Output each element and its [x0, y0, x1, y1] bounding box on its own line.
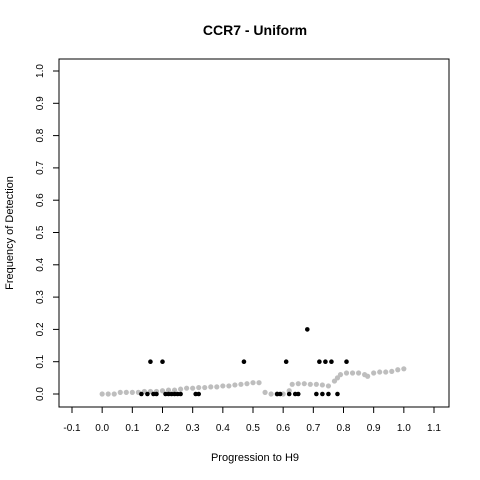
- data-point: [171, 387, 178, 393]
- data-point: [286, 388, 292, 394]
- data-point: [139, 391, 144, 397]
- data-point: [313, 381, 319, 387]
- x-tick-label: 1.1: [427, 423, 441, 434]
- data-point: [196, 391, 201, 397]
- data-point: [154, 391, 159, 397]
- data-point: [320, 391, 325, 397]
- data-point: [123, 389, 129, 395]
- y-tick-label: 0.3: [35, 290, 46, 304]
- x-tick-label: 0.5: [246, 423, 260, 434]
- data-point: [214, 384, 220, 390]
- x-tick-label: 0.7: [306, 423, 320, 434]
- y-tick-label: 0.4: [35, 257, 46, 271]
- data-point: [355, 370, 362, 376]
- data-point: [165, 387, 172, 393]
- data-point: [295, 381, 301, 387]
- x-tick-label: 0.6: [276, 423, 290, 434]
- data-point: [256, 380, 262, 386]
- data-point: [277, 391, 283, 397]
- y-tick-label: 0.7: [35, 161, 46, 175]
- data-point: [325, 383, 332, 389]
- data-point: [196, 384, 202, 391]
- data-point: [323, 359, 328, 365]
- data-point: [129, 389, 135, 395]
- data-point: [232, 382, 238, 388]
- data-point: [305, 327, 310, 332]
- data-point: [178, 391, 183, 397]
- data-point: [383, 369, 389, 375]
- data-point: [145, 391, 150, 397]
- x-tick-label: 0.0: [95, 423, 109, 434]
- data-point: [184, 385, 190, 391]
- series-0: [99, 366, 407, 397]
- data-point: [148, 359, 153, 365]
- x-tick-label: 0.1: [125, 423, 139, 434]
- data-point: [241, 359, 247, 365]
- data-point: [99, 391, 105, 397]
- series-layer: [99, 327, 407, 397]
- x-tick-label: 0.4: [216, 423, 230, 434]
- y-tick-label: 0.5: [35, 225, 46, 239]
- x-axis-label: Progression to H9: [211, 452, 299, 464]
- data-point: [343, 370, 350, 376]
- y-tick-label: 0.0: [35, 387, 46, 401]
- data-point: [244, 381, 250, 387]
- data-point: [160, 359, 165, 365]
- data-point: [337, 372, 344, 378]
- x-axis: -0.1 0.0 0.1 0.2 0.3 0.4 0.5 0.6 0.7 0.8 0.9 1.0 1.1: [63, 407, 441, 434]
- data-point: [226, 383, 232, 389]
- data-point: [307, 381, 313, 387]
- x-tick-label: 0.8: [337, 423, 351, 434]
- data-point: [377, 369, 383, 375]
- data-point: [329, 359, 334, 365]
- data-point: [314, 391, 319, 397]
- x-tick-label: 0.3: [186, 423, 200, 434]
- data-point: [395, 367, 401, 373]
- data-point: [349, 370, 356, 376]
- y-tick-label: 1.0: [35, 64, 46, 78]
- data-point: [289, 381, 295, 387]
- y-tick-label: 0.2: [35, 322, 46, 336]
- data-point: [178, 386, 184, 392]
- data-point: [335, 391, 340, 397]
- data-point: [317, 359, 322, 365]
- chart-title: CCR7 - Uniform: [203, 22, 307, 38]
- y-tick-label: 0.1: [35, 354, 46, 368]
- y-tick-label: 0.8: [35, 128, 46, 142]
- y-axis: 0.0 0.1 0.2 0.3 0.4 0.5 0.6 0.7 0.8 0.9 1.0: [35, 64, 59, 401]
- data-point: [250, 380, 256, 386]
- data-point: [220, 383, 226, 389]
- x-tick-label: 0.9: [367, 423, 381, 434]
- data-point: [401, 366, 407, 372]
- data-point: [319, 382, 325, 388]
- data-point: [326, 391, 331, 397]
- data-point: [159, 388, 166, 394]
- series-1: [139, 327, 349, 397]
- x-tick-label: 0.2: [156, 423, 170, 434]
- data-point: [301, 381, 307, 387]
- data-point: [111, 391, 117, 397]
- data-point: [208, 384, 214, 390]
- data-point: [344, 359, 349, 365]
- y-axis-label: Frequency of Detection: [4, 176, 16, 290]
- data-point: [117, 389, 123, 395]
- data-point: [286, 391, 292, 397]
- y-tick-label: 0.9: [35, 96, 46, 110]
- plot-frame: [58, 58, 450, 408]
- data-point: [190, 385, 196, 391]
- data-point: [268, 391, 274, 397]
- data-point: [105, 391, 111, 397]
- data-point: [295, 391, 301, 397]
- data-point: [238, 381, 244, 387]
- data-point: [389, 368, 395, 374]
- data-point: [262, 389, 268, 395]
- data-point: [365, 373, 371, 379]
- x-tick-label: 1.0: [397, 423, 411, 434]
- data-point: [283, 359, 289, 365]
- y-tick-label: 0.6: [35, 193, 46, 207]
- data-point: [371, 370, 377, 376]
- x-tick-label: -0.1: [63, 423, 81, 434]
- data-point: [202, 384, 208, 391]
